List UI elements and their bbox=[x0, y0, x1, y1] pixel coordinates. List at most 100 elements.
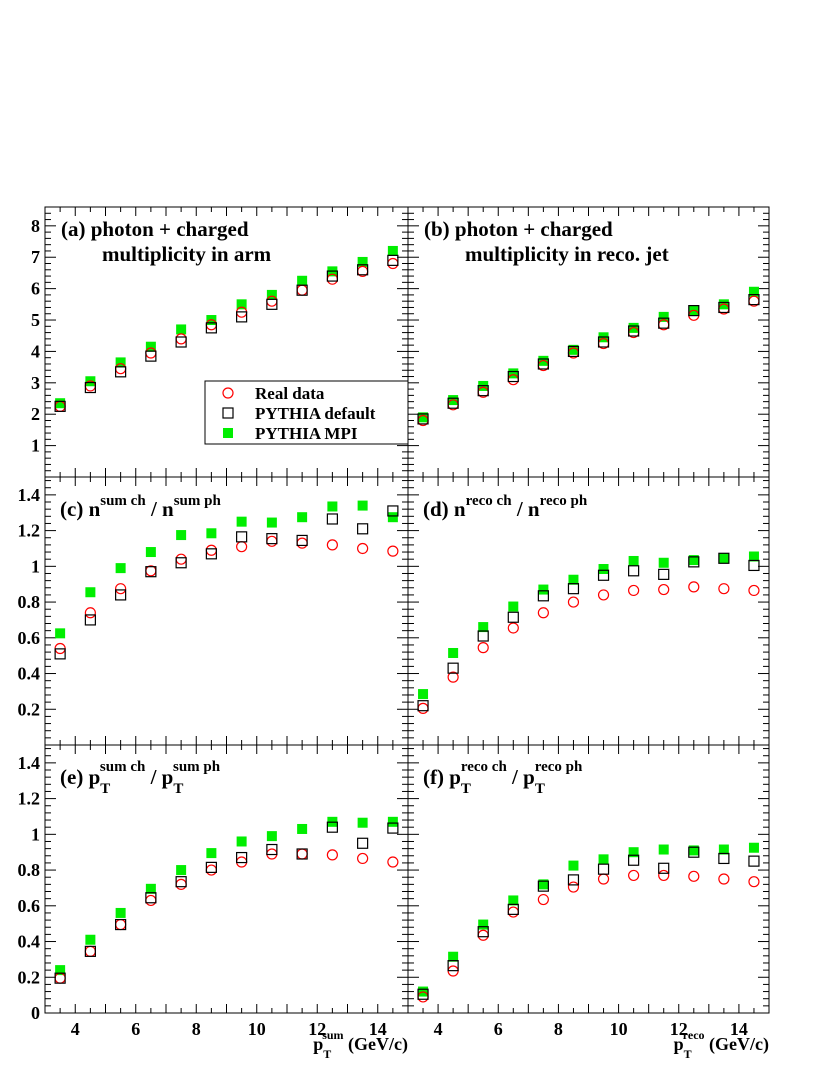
legend-label: Real data bbox=[255, 384, 325, 403]
marker-real-data bbox=[658, 869, 670, 882]
y-tick-label: 1 bbox=[31, 436, 40, 456]
panel-d: (d) nreco ch / nreco ph bbox=[407, 476, 770, 746]
marker-real-data bbox=[628, 869, 640, 882]
title-den-subscript: T bbox=[535, 781, 545, 797]
y-tick-label: 0.4 bbox=[18, 664, 41, 684]
marker-pythia-default bbox=[84, 614, 96, 626]
y-tick-label: 1.4 bbox=[18, 753, 41, 773]
marker-pythia-default bbox=[266, 298, 278, 310]
marker-pythia-default bbox=[688, 846, 700, 858]
marker-pythia-default bbox=[567, 583, 580, 595]
marker-pythia-mpi bbox=[176, 530, 187, 541]
title-denominator: p bbox=[523, 765, 535, 789]
marker-pythia-mpi bbox=[206, 848, 217, 859]
marker-pythia-mpi bbox=[206, 528, 217, 539]
marker-pythia-default bbox=[718, 852, 730, 865]
title-prefix: (e) bbox=[60, 765, 89, 789]
marker-pythia-mpi bbox=[508, 368, 519, 379]
marker-pythia-mpi bbox=[176, 865, 187, 876]
marker-pythia-mpi bbox=[115, 907, 126, 918]
marker-pythia-default bbox=[84, 945, 96, 957]
y-tick-label: 0.2 bbox=[18, 967, 41, 987]
marker-real-data bbox=[175, 878, 187, 890]
marker-pythia-mpi bbox=[568, 860, 579, 871]
marker-pythia-default bbox=[326, 270, 338, 282]
marker-pythia-mpi bbox=[327, 501, 338, 512]
y-tick-label: 8 bbox=[31, 216, 40, 236]
marker-pythia-mpi bbox=[236, 516, 247, 527]
marker-real-data bbox=[417, 702, 429, 714]
panel-title-line2: multiplicity in reco. jet bbox=[465, 242, 669, 266]
marker-pythia-mpi bbox=[357, 500, 368, 511]
marker-real-data bbox=[477, 929, 489, 941]
panel-title: (c) nsum ch / nsum ph bbox=[60, 493, 221, 521]
marker-real-data bbox=[688, 870, 700, 882]
marker-pythia-mpi bbox=[115, 357, 126, 368]
y-tick-label: 0 bbox=[31, 1003, 40, 1023]
x-tick-label: 8 bbox=[554, 1019, 563, 1039]
marker-pythia-default bbox=[205, 548, 217, 560]
marker-pythia-default bbox=[357, 523, 369, 535]
marker-pythia-default bbox=[477, 630, 489, 642]
legend-box bbox=[204, 380, 409, 445]
marker-pythia-mpi bbox=[448, 647, 459, 658]
y-tick-label: 7 bbox=[31, 247, 40, 267]
marker-pythia-default bbox=[718, 301, 730, 314]
marker-pythia-mpi bbox=[55, 965, 66, 976]
marker-pythia-mpi bbox=[236, 836, 247, 847]
marker-pythia-default bbox=[658, 862, 670, 874]
title-numerator: p bbox=[89, 765, 101, 789]
marker-pythia-mpi bbox=[748, 551, 759, 562]
marker-pythia-default bbox=[567, 874, 580, 886]
title-den-subscript: T bbox=[173, 781, 183, 797]
y-tick-label: 1.2 bbox=[18, 521, 41, 541]
marker-pythia-default bbox=[115, 589, 127, 601]
marker-pythia-mpi bbox=[387, 816, 398, 827]
x-tick-label: 6 bbox=[131, 1019, 140, 1039]
marker-real-data bbox=[597, 873, 610, 885]
panel-c: 0.20.40.60.811.21.4(c) nsum ch / nsum ph bbox=[18, 476, 409, 746]
panel-f: (f) pTreco ch / pTreco ph bbox=[407, 744, 770, 1014]
title-denominator: p bbox=[162, 765, 174, 789]
marker-real-data bbox=[567, 881, 580, 893]
marker-pythia-default bbox=[205, 322, 217, 334]
marker-pythia-mpi bbox=[748, 286, 759, 297]
marker-real-data bbox=[688, 581, 700, 593]
marker-real-data bbox=[628, 584, 640, 597]
marker-pythia-mpi bbox=[266, 289, 277, 300]
marker-pythia-default bbox=[597, 336, 610, 348]
marker-pythia-mpi bbox=[718, 844, 729, 855]
marker-pythia-default bbox=[507, 370, 519, 383]
marker-pythia-default bbox=[628, 565, 640, 577]
marker-pythia-mpi bbox=[297, 512, 308, 523]
panel-title: (e) pTsum ch / pTsum ph bbox=[60, 759, 221, 797]
marker-real-data bbox=[115, 918, 127, 931]
x-tick-label: 14 bbox=[730, 1019, 748, 1039]
marker-real-data bbox=[447, 671, 459, 683]
title-denominator: n bbox=[162, 497, 174, 521]
marker-real-data bbox=[296, 848, 308, 860]
marker-pythia-default bbox=[597, 569, 610, 581]
marker-pythia-default bbox=[658, 317, 670, 329]
x-tick-label: 8 bbox=[192, 1019, 201, 1039]
x-tick-label: 4 bbox=[434, 1019, 443, 1039]
marker-real-data bbox=[175, 553, 187, 565]
x-axis-title-right-unit: (GeV/c) bbox=[705, 1034, 769, 1055]
marker-pythia-default bbox=[236, 851, 248, 864]
x-axis-title-left: pTsum (GeV/c) bbox=[313, 1028, 408, 1061]
marker-pythia-mpi bbox=[236, 299, 247, 310]
legend-marker-real-data bbox=[222, 387, 234, 399]
marker-pythia-default bbox=[54, 972, 66, 984]
y-tick-label: 2 bbox=[31, 404, 40, 424]
y-tick-label: 0.8 bbox=[18, 592, 41, 612]
y-tick-label: 3 bbox=[31, 373, 40, 393]
y-tick-label: 0.6 bbox=[18, 628, 41, 648]
y-tick-label: 5 bbox=[31, 310, 40, 330]
marker-pythia-default bbox=[628, 854, 640, 866]
legend-marker-pythia-mpi bbox=[223, 428, 233, 438]
marker-pythia-mpi bbox=[357, 817, 368, 828]
marker-pythia-mpi bbox=[176, 324, 187, 335]
